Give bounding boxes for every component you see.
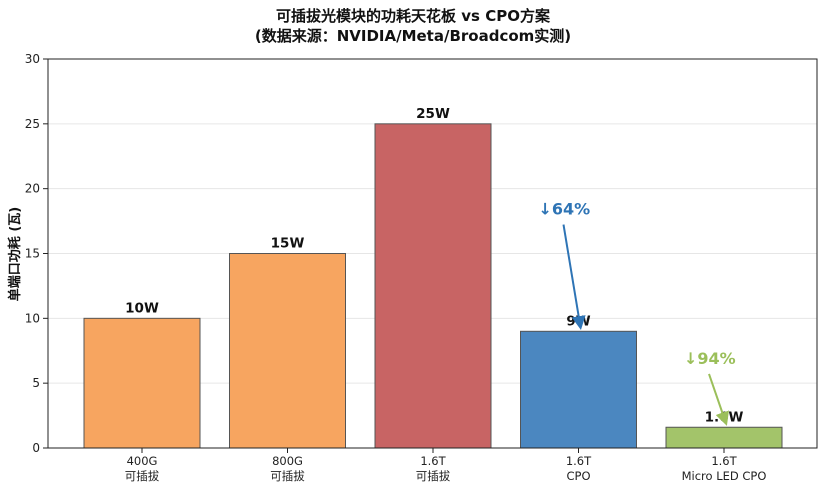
- bar: [83, 317, 201, 449]
- y-tick-label: 20: [25, 182, 40, 196]
- x-tick-label: 800G: [272, 454, 303, 468]
- reduction-arrow: [708, 373, 729, 426]
- x-tick-label: 可插拔: [270, 469, 305, 483]
- y-axis-label: 单端口功耗 (瓦): [7, 207, 23, 301]
- x-tick-label: 可插拔: [416, 469, 451, 483]
- y-tick-label: 0: [32, 441, 40, 455]
- y-tick-label: 5: [32, 376, 40, 390]
- x-tick-label: 1.6T: [420, 454, 446, 468]
- y-tick-label: 25: [25, 117, 40, 131]
- chart-title: 可插拔光模块的功耗天花板 vs CPO方案: [276, 7, 551, 25]
- reduction-annotation: ↓64%: [539, 200, 591, 219]
- x-tick-label: 1.6T: [711, 454, 737, 468]
- bar: [520, 330, 637, 449]
- axes: 051015202530400G可插拔800G可插拔1.6T可插拔1.6TCPO…: [25, 52, 818, 483]
- y-tick-label: 10: [25, 311, 40, 325]
- y-tick-label: 15: [25, 247, 40, 261]
- annotations: ↓64% ↓94%: [539, 200, 736, 426]
- x-tick-label: CPO: [566, 469, 590, 483]
- bar-value-label: 10W: [125, 300, 159, 316]
- chart-subtitle: (数据来源：NVIDIA/Meta/Broadcom实测): [255, 27, 571, 45]
- bar: [374, 123, 492, 449]
- bar-value-label: 25W: [416, 106, 450, 122]
- bar: [229, 253, 346, 449]
- reduction-annotation: ↓94%: [684, 349, 736, 368]
- x-tick-label: 400G: [127, 454, 158, 468]
- x-tick-label: 1.6T: [566, 454, 592, 468]
- x-tick-label: Micro LED CPO: [682, 469, 767, 483]
- reduction-arrow: [562, 224, 586, 331]
- x-tick-label: 可插拔: [125, 469, 160, 483]
- y-tick-label: 30: [25, 52, 40, 66]
- bars: [83, 123, 783, 449]
- bar: [665, 426, 783, 449]
- bar-value-label: 15W: [271, 236, 305, 252]
- plot-frame: [47, 58, 818, 449]
